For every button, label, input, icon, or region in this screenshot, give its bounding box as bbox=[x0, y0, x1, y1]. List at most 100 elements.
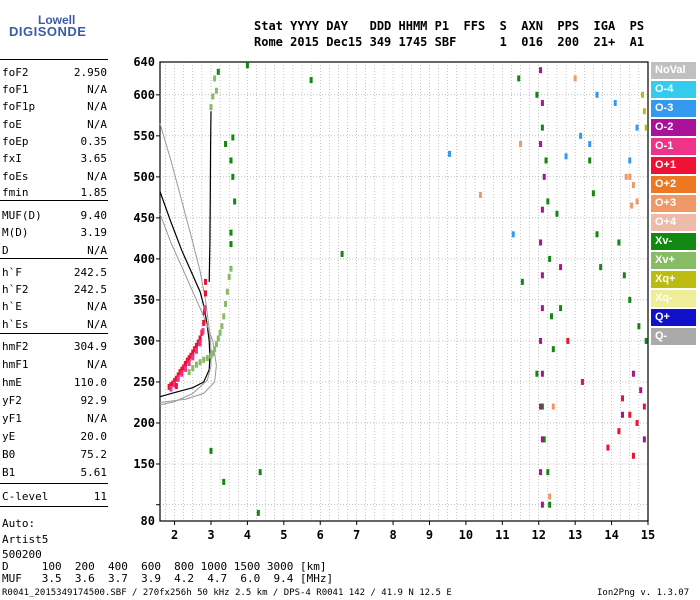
data-point bbox=[220, 323, 224, 330]
data-point bbox=[542, 173, 546, 180]
data-point bbox=[542, 436, 546, 443]
data-point bbox=[628, 296, 632, 303]
data-point bbox=[540, 403, 544, 410]
data-point bbox=[579, 132, 583, 139]
param-divider bbox=[0, 506, 108, 507]
auto-label: Auto: bbox=[2, 517, 36, 530]
data-point bbox=[216, 68, 220, 75]
param-value: 9.40 bbox=[80, 209, 108, 222]
data-point bbox=[448, 150, 452, 157]
param-row: h`F2 242.5 bbox=[0, 283, 107, 297]
param-name: fxI bbox=[2, 152, 22, 165]
data-point bbox=[588, 141, 592, 148]
param-name: B0 bbox=[2, 448, 16, 461]
y-tick-label: 500 bbox=[133, 170, 155, 184]
data-point bbox=[588, 157, 592, 164]
data-point bbox=[546, 198, 550, 205]
logo-digisonde: DIGISONDE bbox=[9, 24, 87, 39]
param-value: 92.9 bbox=[80, 394, 108, 407]
data-point bbox=[193, 346, 197, 353]
param-name: h`F bbox=[2, 266, 22, 279]
y-tick-label: 80 bbox=[141, 514, 155, 528]
param-name: B1 bbox=[2, 466, 16, 479]
x-tick-label: 7 bbox=[353, 528, 360, 542]
auto-code: 500200 bbox=[2, 548, 42, 561]
data-point bbox=[180, 366, 184, 373]
param-row: hmE 110.0 bbox=[0, 376, 107, 390]
param-name: fmin bbox=[2, 186, 29, 199]
param-row: hmF1 N/A bbox=[0, 358, 107, 372]
curve-trace bbox=[208, 111, 212, 282]
param-value: 3.65 bbox=[80, 152, 108, 165]
param-name: foF1p bbox=[2, 100, 36, 113]
data-point bbox=[617, 239, 621, 246]
data-point bbox=[478, 191, 482, 198]
legend-item: Xv- bbox=[651, 233, 696, 250]
legend-item: O+1 bbox=[651, 157, 696, 174]
param-name: hmF2 bbox=[2, 340, 29, 353]
x-tick-label: 10 bbox=[459, 528, 473, 542]
param-row: foEp 0.35 bbox=[0, 135, 107, 149]
data-point bbox=[535, 370, 539, 377]
data-point bbox=[211, 93, 215, 100]
logo-lowell: Lowell bbox=[38, 13, 76, 27]
data-point bbox=[233, 198, 237, 205]
data-point bbox=[229, 229, 233, 236]
data-point bbox=[204, 278, 208, 285]
legend-item: O+2 bbox=[651, 176, 696, 193]
param-name: h`E bbox=[2, 300, 22, 313]
data-point bbox=[630, 202, 634, 209]
param-value: N/A bbox=[87, 318, 107, 331]
legend-item: O-2 bbox=[651, 119, 696, 136]
data-point bbox=[546, 469, 550, 476]
data-point bbox=[180, 370, 184, 377]
data-point bbox=[635, 124, 639, 131]
data-point bbox=[216, 335, 220, 342]
legend-item: O-1 bbox=[651, 138, 696, 155]
data-point bbox=[591, 190, 595, 197]
x-tick-label: 13 bbox=[568, 528, 582, 542]
data-point bbox=[621, 395, 625, 402]
data-point bbox=[628, 157, 632, 164]
data-point bbox=[637, 323, 641, 330]
data-point bbox=[213, 75, 217, 82]
data-point bbox=[540, 305, 544, 312]
data-point bbox=[198, 359, 202, 366]
data-point bbox=[174, 383, 178, 390]
x-tick-label: 5 bbox=[280, 528, 287, 542]
data-point bbox=[173, 378, 177, 385]
data-point bbox=[224, 301, 228, 308]
data-point bbox=[631, 370, 635, 377]
data-point bbox=[191, 354, 195, 361]
param-name: C-level bbox=[2, 490, 49, 503]
y-tick-label: 600 bbox=[133, 88, 155, 102]
param-name: foE bbox=[2, 118, 22, 131]
data-point bbox=[548, 493, 552, 500]
data-point bbox=[182, 364, 186, 371]
param-row: fxI 3.65 bbox=[0, 152, 107, 166]
param-value: N/A bbox=[87, 358, 107, 371]
data-point bbox=[256, 509, 260, 516]
param-value: 304.9 bbox=[73, 340, 107, 353]
legend-item: Xq- bbox=[651, 290, 696, 307]
x-tick-label: 2 bbox=[171, 528, 178, 542]
data-point bbox=[187, 360, 191, 367]
data-point bbox=[171, 380, 175, 387]
data-point bbox=[539, 141, 543, 148]
data-point bbox=[202, 309, 206, 316]
y-tick-label: 450 bbox=[133, 211, 155, 225]
data-point bbox=[555, 210, 559, 217]
param-divider bbox=[0, 483, 108, 484]
data-point bbox=[544, 157, 548, 164]
param-row: foEs N/A bbox=[0, 170, 107, 184]
param-name: D bbox=[2, 244, 9, 257]
x-tick-label: 15 bbox=[641, 528, 655, 542]
data-point bbox=[595, 231, 599, 238]
y-tick-label: 350 bbox=[133, 293, 155, 307]
param-divider bbox=[0, 333, 108, 334]
param-value: N/A bbox=[87, 244, 107, 257]
data-point bbox=[198, 335, 202, 342]
legend-item: Q- bbox=[651, 328, 696, 345]
legend-item: NoVal bbox=[651, 62, 696, 79]
legend-item: O+4 bbox=[651, 214, 696, 231]
